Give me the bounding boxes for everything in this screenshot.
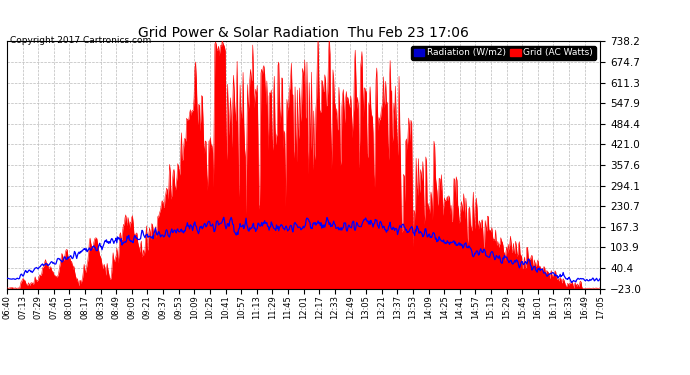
Legend: Radiation (W/m2), Grid (AC Watts): Radiation (W/m2), Grid (AC Watts) (411, 46, 595, 60)
Title: Grid Power & Solar Radiation  Thu Feb 23 17:06: Grid Power & Solar Radiation Thu Feb 23 … (138, 26, 469, 40)
Text: Copyright 2017 Cartronics.com: Copyright 2017 Cartronics.com (10, 36, 152, 45)
